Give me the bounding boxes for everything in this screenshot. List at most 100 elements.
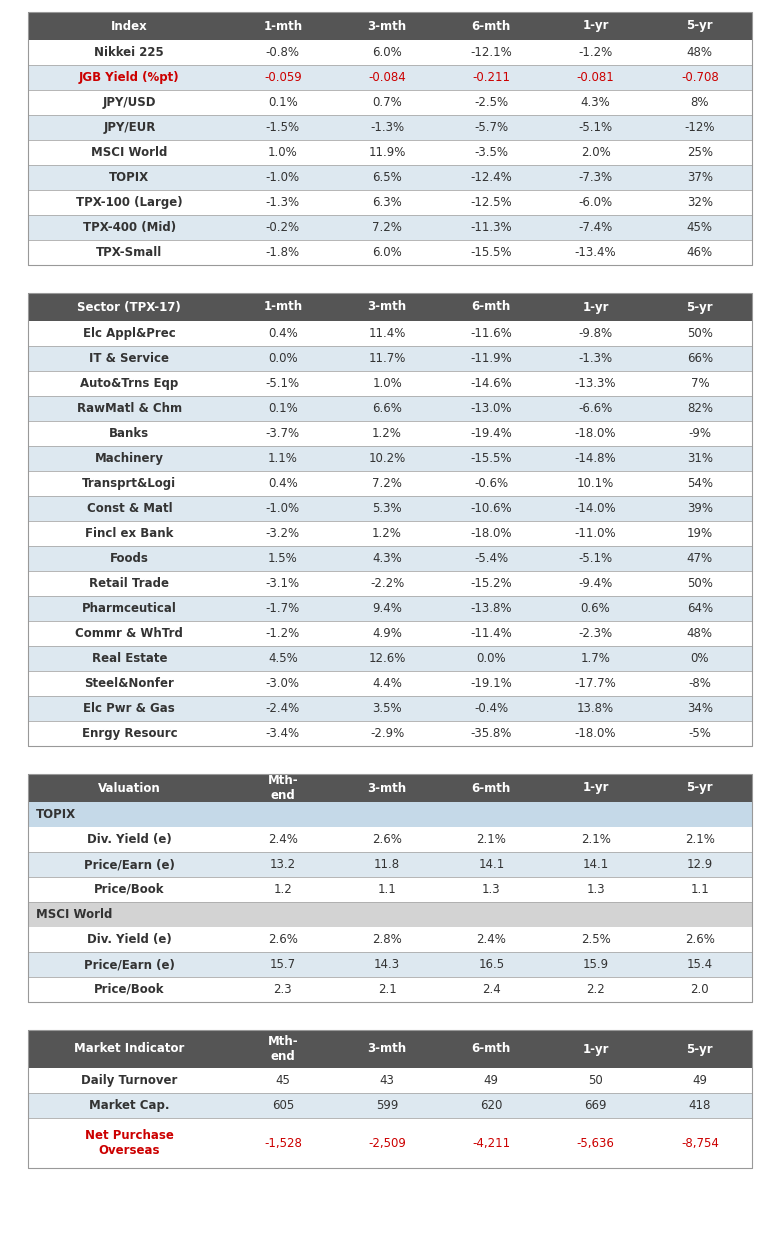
Bar: [647, 165, 752, 190]
Text: Pharmceutical: Pharmceutical: [82, 602, 177, 615]
Bar: [439, 696, 544, 721]
Bar: [439, 1068, 544, 1094]
Bar: [647, 521, 752, 546]
Bar: [439, 1118, 544, 1168]
Bar: [28, 1068, 231, 1094]
Bar: [439, 828, 544, 852]
Bar: [335, 546, 439, 571]
Bar: [28, 802, 752, 828]
Bar: [544, 115, 647, 140]
Text: 31%: 31%: [687, 452, 713, 465]
Text: -2,509: -2,509: [368, 1137, 406, 1149]
Text: Price/Earn (e): Price/Earn (e): [84, 957, 175, 971]
Bar: [28, 696, 231, 721]
Text: -0.8%: -0.8%: [266, 46, 300, 59]
Bar: [231, 12, 335, 40]
Bar: [28, 721, 231, 746]
Bar: [231, 852, 335, 877]
Bar: [28, 165, 231, 190]
Text: 39%: 39%: [687, 502, 713, 515]
Bar: [544, 165, 647, 190]
Bar: [28, 240, 231, 265]
Bar: [647, 320, 752, 346]
Text: TOPIX: TOPIX: [36, 808, 76, 821]
Bar: [28, 421, 231, 447]
Text: -11.0%: -11.0%: [575, 527, 616, 541]
Bar: [647, 927, 752, 952]
Text: 15.7: 15.7: [270, 957, 296, 971]
Bar: [28, 1094, 231, 1118]
Text: RawMatl & Chm: RawMatl & Chm: [76, 402, 182, 414]
Text: 1.2%: 1.2%: [372, 527, 402, 541]
Bar: [231, 670, 335, 696]
Text: 50: 50: [588, 1074, 603, 1087]
Text: 1-yr: 1-yr: [583, 301, 609, 313]
Bar: [647, 12, 752, 40]
Text: 6-mth: 6-mth: [472, 782, 511, 794]
Text: 14.3: 14.3: [374, 957, 400, 971]
Text: 9.4%: 9.4%: [372, 602, 402, 615]
Bar: [439, 646, 544, 670]
Bar: [439, 66, 544, 90]
Text: 1.1: 1.1: [690, 883, 709, 896]
Bar: [28, 293, 231, 320]
Bar: [439, 596, 544, 621]
Bar: [28, 774, 231, 802]
Bar: [544, 471, 647, 496]
Bar: [544, 696, 647, 721]
Text: 1-mth: 1-mth: [264, 301, 303, 313]
Text: -13.4%: -13.4%: [575, 246, 616, 259]
Text: -0.708: -0.708: [681, 71, 718, 84]
Bar: [28, 215, 231, 240]
Text: 2.1: 2.1: [378, 983, 396, 996]
Text: -9.4%: -9.4%: [579, 576, 613, 590]
Bar: [231, 496, 335, 521]
Text: -5,636: -5,636: [576, 1137, 615, 1149]
Bar: [28, 40, 231, 66]
Bar: [647, 571, 752, 596]
Bar: [647, 828, 752, 852]
Text: Div. Yield (e): Div. Yield (e): [87, 833, 172, 846]
Text: -10.6%: -10.6%: [470, 502, 512, 515]
Text: 620: 620: [480, 1098, 502, 1112]
Bar: [544, 877, 647, 902]
Text: -11.9%: -11.9%: [470, 353, 512, 365]
Bar: [335, 496, 439, 521]
Bar: [28, 596, 231, 621]
Bar: [28, 320, 231, 346]
Bar: [544, 521, 647, 546]
Bar: [439, 621, 544, 646]
Bar: [439, 1030, 544, 1068]
Bar: [544, 496, 647, 521]
Text: 6.0%: 6.0%: [372, 246, 402, 259]
Bar: [231, 721, 335, 746]
Bar: [231, 346, 335, 371]
Bar: [28, 12, 231, 40]
Bar: [335, 165, 439, 190]
Bar: [439, 320, 544, 346]
Bar: [647, 90, 752, 115]
Bar: [231, 1118, 335, 1168]
Bar: [335, 215, 439, 240]
Text: 2.4%: 2.4%: [268, 833, 298, 846]
Bar: [647, 40, 752, 66]
Text: Price/Book: Price/Book: [94, 883, 165, 896]
Bar: [335, 371, 439, 396]
Text: 32%: 32%: [687, 195, 713, 209]
Text: 14.1: 14.1: [583, 858, 608, 871]
Text: -12.1%: -12.1%: [470, 46, 512, 59]
Text: 1-yr: 1-yr: [583, 782, 609, 794]
Bar: [335, 621, 439, 646]
Bar: [544, 721, 647, 746]
Bar: [544, 952, 647, 977]
Bar: [231, 190, 335, 215]
Bar: [231, 977, 335, 1002]
Text: 6.0%: 6.0%: [372, 46, 402, 59]
Bar: [28, 471, 231, 496]
Bar: [28, 774, 752, 1002]
Text: MSCI World: MSCI World: [36, 908, 112, 922]
Bar: [647, 215, 752, 240]
Text: -14.8%: -14.8%: [575, 452, 616, 465]
Bar: [544, 1118, 647, 1168]
Text: TPX-100 (Large): TPX-100 (Large): [76, 195, 183, 209]
